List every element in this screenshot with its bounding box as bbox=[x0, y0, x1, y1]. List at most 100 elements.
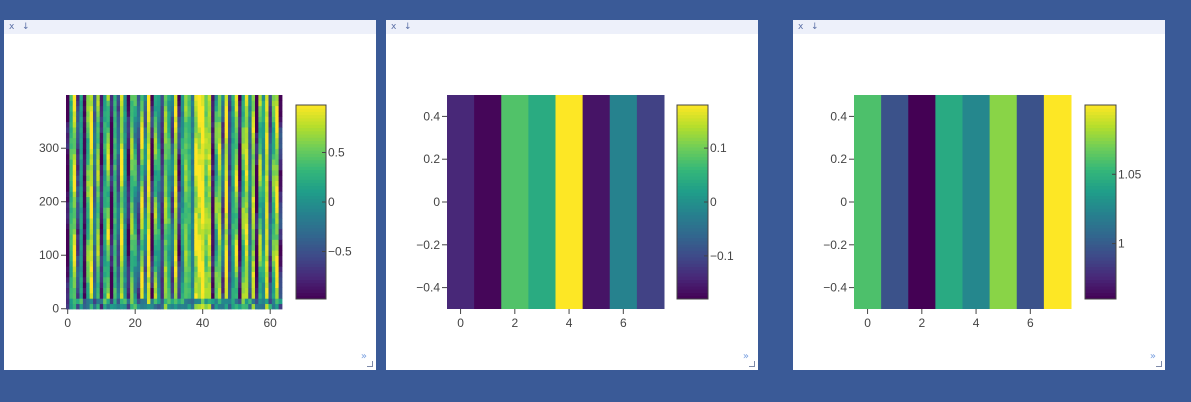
colorbar-segment bbox=[1085, 202, 1116, 206]
expand-icon[interactable]: » bbox=[360, 351, 367, 362]
heatmap-cell bbox=[143, 271, 148, 278]
expand-icon[interactable]: » bbox=[1149, 351, 1156, 362]
heatmap-cell bbox=[174, 169, 178, 176]
heatmap-cell bbox=[147, 153, 151, 160]
heatmap-cell bbox=[265, 212, 269, 219]
heatmap-cell bbox=[76, 137, 80, 144]
heatmap-cell bbox=[116, 287, 121, 294]
heatmap-cell bbox=[241, 260, 246, 267]
heatmap-cell bbox=[221, 95, 226, 101]
heatmap-cell bbox=[174, 207, 178, 214]
heatmap-cell bbox=[153, 169, 158, 176]
colorbar-segment bbox=[296, 286, 326, 290]
heatmap-cell bbox=[197, 95, 202, 101]
heatmap-cell bbox=[184, 276, 188, 283]
heatmap-cell bbox=[106, 202, 111, 208]
heatmap-cell bbox=[204, 111, 209, 117]
heatmap-cell bbox=[79, 228, 84, 235]
heatmap-cell bbox=[180, 121, 185, 128]
heatmap-cell bbox=[130, 244, 134, 251]
heatmap-cell bbox=[251, 169, 256, 176]
heatmap-cell bbox=[241, 137, 246, 144]
download-icon[interactable]: ↓ bbox=[22, 22, 30, 32]
colorbar-segment bbox=[296, 237, 326, 242]
heatmap-cell bbox=[238, 234, 242, 240]
heatmap-cell bbox=[234, 191, 239, 198]
heatmap-cell bbox=[180, 175, 185, 181]
heatmap-cell bbox=[268, 105, 273, 112]
heatmap-cell bbox=[130, 164, 134, 171]
heatmap-cell bbox=[231, 143, 236, 149]
colorbar-segment bbox=[677, 172, 708, 177]
heatmap-cell bbox=[66, 180, 70, 187]
heatmap-cell bbox=[143, 169, 148, 176]
heatmap-cell bbox=[207, 159, 212, 165]
close-icon[interactable]: x bbox=[798, 22, 804, 32]
heatmap-cell bbox=[93, 228, 97, 235]
resize-handle[interactable] bbox=[367, 361, 373, 367]
heatmap-cell bbox=[258, 202, 263, 208]
heatmap-cell bbox=[217, 95, 222, 101]
close-icon[interactable]: x bbox=[9, 22, 15, 32]
heatmap-cell bbox=[140, 260, 145, 267]
heatmap-cell bbox=[89, 271, 94, 278]
heatmap-cell bbox=[217, 164, 222, 171]
heatmap-cell bbox=[268, 239, 273, 246]
resize-handle[interactable] bbox=[1156, 361, 1162, 367]
colorbar-segment bbox=[1085, 134, 1116, 138]
heatmap-cell bbox=[201, 287, 205, 294]
resize-handle[interactable] bbox=[749, 361, 755, 367]
x-tick-label: 6 bbox=[620, 316, 627, 330]
heatmap-cell bbox=[76, 164, 80, 171]
heatmap-cell bbox=[275, 282, 280, 288]
heatmap-cell bbox=[177, 132, 182, 139]
heatmap-cell bbox=[79, 271, 84, 278]
heatmap-cell bbox=[153, 282, 158, 288]
heatmap-cell bbox=[147, 239, 151, 246]
heatmap-cell bbox=[184, 159, 188, 165]
heatmap-cell bbox=[79, 191, 84, 198]
heatmap-cell bbox=[238, 175, 242, 181]
colorbar-segment bbox=[296, 240, 326, 245]
heatmap-cell bbox=[86, 271, 91, 278]
heatmap-cell bbox=[258, 180, 263, 187]
expand-icon[interactable]: » bbox=[742, 351, 749, 362]
heatmap-cell bbox=[82, 121, 87, 128]
heatmap-cell bbox=[126, 100, 131, 107]
heatmap-cell bbox=[157, 250, 161, 256]
heatmap-cell bbox=[86, 303, 91, 310]
heatmap-cell bbox=[113, 121, 118, 128]
heatmap-cell bbox=[221, 116, 226, 123]
heatmap-cell bbox=[103, 218, 107, 224]
heatmap-cell bbox=[278, 95, 283, 101]
heatmap-cell bbox=[147, 287, 151, 294]
heatmap-cell bbox=[133, 137, 138, 144]
close-icon[interactable]: x bbox=[391, 22, 397, 32]
heatmap-cell bbox=[113, 250, 118, 256]
heatmap-cell bbox=[255, 116, 259, 123]
download-icon[interactable]: ↓ bbox=[404, 22, 412, 32]
heatmap-cell bbox=[204, 175, 209, 181]
heatmap-cell bbox=[224, 137, 229, 144]
heatmap-cell bbox=[89, 185, 94, 192]
heatmap-cell bbox=[278, 185, 283, 192]
heatmap-cell bbox=[86, 185, 91, 192]
heatmap-cell bbox=[261, 132, 266, 139]
heatmap-cell bbox=[133, 164, 138, 171]
heatmap-cell bbox=[248, 271, 253, 278]
heatmap-cell bbox=[116, 260, 121, 267]
heatmap-cell bbox=[271, 260, 276, 267]
heatmap-cell bbox=[147, 298, 151, 305]
heatmap-cell bbox=[184, 127, 188, 133]
heatmap-cell bbox=[207, 153, 212, 160]
heatmap-cell bbox=[244, 148, 249, 155]
download-icon[interactable]: ↓ bbox=[811, 22, 819, 32]
colorbar-tick-label: 1 bbox=[1118, 237, 1125, 251]
heatmap-cell bbox=[231, 234, 236, 240]
heatmap-cell bbox=[194, 191, 199, 198]
heatmap-cell bbox=[99, 127, 104, 133]
heatmap-cell bbox=[89, 239, 94, 246]
heatmap-cell bbox=[82, 276, 87, 283]
heatmap-cell bbox=[244, 121, 249, 128]
heatmap-cell bbox=[228, 105, 232, 112]
